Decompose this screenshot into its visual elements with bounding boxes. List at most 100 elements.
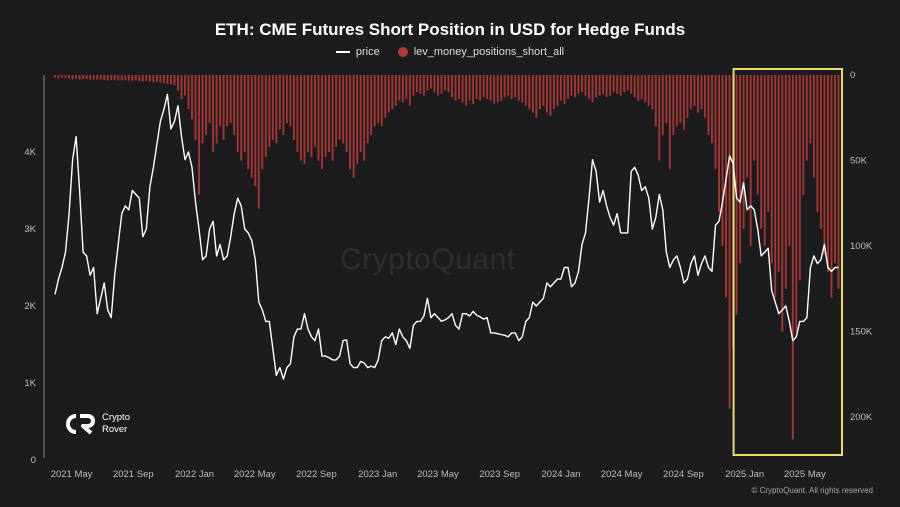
bar	[725, 75, 728, 298]
bar	[191, 75, 193, 120]
bar	[436, 75, 439, 96]
bar	[696, 75, 699, 113]
bar	[672, 75, 675, 135]
bar	[148, 75, 151, 82]
bar	[138, 75, 141, 82]
bar	[268, 75, 271, 147]
x-axis-tick-label: 2023 Sep	[479, 469, 520, 480]
bar	[746, 75, 749, 178]
bar	[233, 75, 236, 135]
bar	[707, 75, 710, 135]
bar	[412, 75, 415, 96]
bar	[398, 75, 401, 101]
bar	[602, 75, 605, 94]
bar	[574, 75, 576, 98]
x-axis-tick-label: 2022 Sep	[296, 469, 337, 480]
bar	[788, 75, 791, 247]
bar	[616, 75, 619, 94]
bar	[802, 75, 805, 195]
bar	[637, 75, 640, 101]
bar	[521, 75, 524, 103]
bar	[749, 75, 752, 247]
bar	[468, 75, 471, 101]
watermark: CryptoQuant	[340, 243, 516, 276]
bar	[278, 75, 281, 130]
crypto-rover-logo-icon	[66, 414, 95, 435]
bar	[264, 75, 267, 158]
bar	[82, 75, 85, 79]
bar	[767, 75, 770, 212]
bar	[626, 75, 629, 91]
bar	[419, 75, 422, 94]
legend-dot-swatch	[397, 47, 408, 57]
bar	[465, 75, 468, 106]
x-axis-tick-label: 2022 Jan	[175, 469, 214, 480]
bar	[349, 75, 352, 170]
bar	[661, 75, 664, 135]
bar	[54, 75, 56, 78]
bar	[226, 75, 229, 127]
bar	[552, 75, 555, 110]
right-axis-tick-label: 200K	[850, 412, 873, 423]
bar	[566, 75, 569, 99]
bar	[633, 75, 636, 98]
bar	[96, 75, 99, 80]
bar	[528, 75, 531, 110]
bar	[296, 75, 299, 152]
copyright-text: © CryptoQuant. All rights reserved	[751, 486, 874, 495]
bar	[584, 75, 587, 96]
bar	[299, 75, 302, 161]
bar	[440, 75, 443, 94]
bar	[306, 75, 309, 152]
bar	[282, 75, 285, 135]
bar	[303, 75, 306, 164]
bar	[517, 75, 520, 101]
bar	[78, 75, 81, 80]
bar	[556, 75, 559, 106]
bar	[405, 75, 408, 99]
bar	[830, 75, 833, 298]
bar	[542, 75, 545, 106]
bar	[261, 75, 264, 170]
bar	[739, 75, 742, 264]
x-axis-tick-label: 2025 May	[784, 469, 826, 480]
bar	[570, 75, 573, 96]
bar	[774, 75, 777, 298]
bar	[152, 75, 155, 83]
bar	[795, 75, 798, 332]
bar	[110, 75, 113, 81]
left-axis-tick-label: 2K	[24, 301, 36, 312]
bar	[321, 75, 323, 170]
bar	[651, 75, 654, 110]
bar	[310, 75, 313, 158]
bar	[763, 75, 766, 247]
right-axis-tick-label: 50K	[850, 156, 868, 167]
bar	[377, 75, 380, 123]
bar	[324, 75, 327, 158]
bar	[598, 75, 601, 96]
price-line-layer	[54, 93, 839, 380]
bar	[451, 75, 453, 98]
bar	[559, 75, 562, 101]
legend-item-price[interactable]: price	[335, 46, 380, 58]
bar	[219, 75, 222, 127]
bar	[679, 75, 682, 123]
x-axis-tick-label: 2024 Sep	[663, 469, 704, 480]
bar	[387, 75, 390, 113]
bar	[345, 75, 348, 152]
bar	[816, 75, 819, 212]
bar	[250, 75, 253, 178]
bar	[619, 75, 622, 96]
bar	[777, 75, 780, 272]
legend-item-short-positions[interactable]: lev_money_positions_short_all	[397, 46, 564, 58]
bar	[700, 75, 703, 110]
bar	[162, 75, 165, 84]
bar	[380, 75, 383, 127]
bar	[837, 75, 840, 289]
bar	[760, 75, 763, 229]
bar	[120, 75, 123, 81]
bar	[493, 75, 496, 105]
brand-logo: Crypto Rover	[64, 412, 130, 436]
bar	[826, 75, 829, 272]
